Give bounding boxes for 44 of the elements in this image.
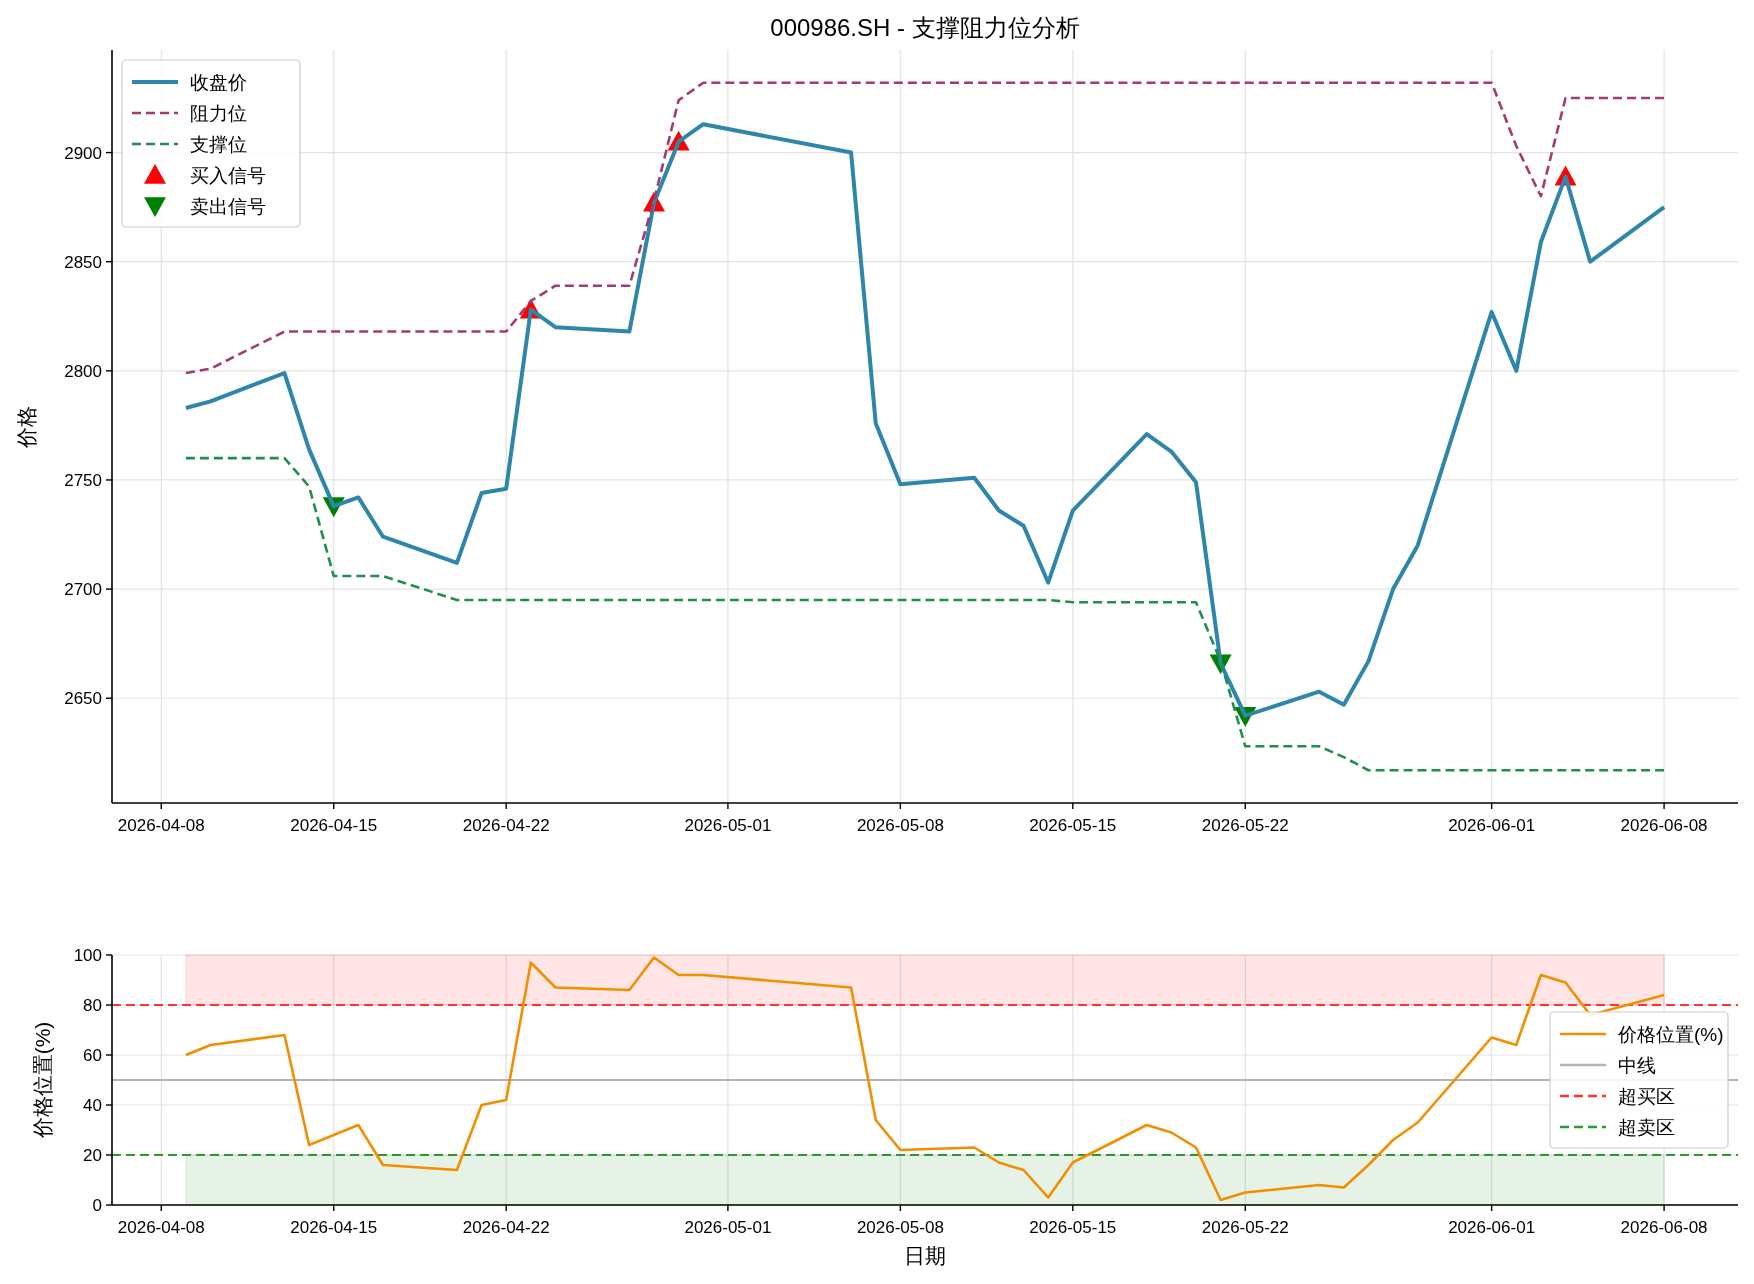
- legend-label: 超买区: [1618, 1086, 1675, 1107]
- y-tick-label: 2750: [64, 470, 102, 490]
- chart-title: 000986.SH - 支撑阻力位分析: [770, 14, 1080, 41]
- x-tick-label: 2026-05-01: [684, 816, 772, 835]
- x-tick-label: 2026-04-22: [462, 1218, 550, 1237]
- legend-label: 收盘价: [190, 72, 247, 93]
- x-tick-label: 2026-04-22: [462, 816, 550, 835]
- x-tick-label: 2026-06-08: [1620, 816, 1708, 835]
- x-tick-label: 2026-05-08: [856, 1218, 944, 1237]
- y-axis-title: 价格位置(%): [31, 1021, 54, 1140]
- legend-label: 支撑位: [190, 134, 247, 155]
- legend-label: 买入信号: [190, 165, 266, 186]
- x-tick-label: 2026-06-01: [1448, 816, 1536, 835]
- x-tick-label: 2026-06-01: [1448, 1218, 1536, 1237]
- y-tick-label: 2700: [64, 580, 102, 600]
- x-axis-title: 日期: [904, 1244, 946, 1267]
- legend-label: 超卖区: [1618, 1117, 1675, 1138]
- y-tick-label: 2800: [64, 361, 102, 381]
- y-tick-label: 80: [83, 996, 102, 1015]
- line-series: [184, 456, 1666, 772]
- y-tick-label: 40: [83, 1096, 102, 1115]
- x-tick-label: 2026-04-15: [290, 816, 378, 835]
- y-tick-label: 20: [83, 1146, 102, 1165]
- x-tick-label: 2026-04-08: [117, 816, 205, 835]
- y-tick-label: 100: [73, 946, 102, 965]
- y-tick-label: 2900: [64, 143, 102, 163]
- y-tick-label: 60: [83, 1046, 102, 1065]
- x-tick-label: 2026-05-15: [1029, 1218, 1117, 1237]
- x-tick-label: 2026-05-22: [1201, 816, 1289, 835]
- x-tick-label: 2026-05-22: [1201, 1218, 1289, 1237]
- legend-label: 价格位置(%): [1617, 1024, 1724, 1045]
- x-tick-label: 2026-06-08: [1620, 1218, 1708, 1237]
- y-tick-label: 2850: [64, 252, 102, 272]
- x-tick-label: 2026-04-15: [290, 1218, 378, 1237]
- x-tick-label: 2026-05-08: [856, 816, 944, 835]
- x-tick-label: 2026-04-08: [117, 1218, 205, 1237]
- y-tick-label: 2650: [64, 689, 102, 709]
- y-tick-label: 0: [92, 1196, 102, 1215]
- ref-line-label: 中线: [1618, 1055, 1656, 1076]
- legend-label: 卖出信号: [190, 196, 266, 217]
- x-tick-label: 2026-05-15: [1029, 816, 1117, 835]
- y-axis-title: 价格: [15, 405, 38, 449]
- legend-label: 阻力位: [190, 103, 247, 124]
- x-tick-label: 2026-05-01: [684, 1218, 772, 1237]
